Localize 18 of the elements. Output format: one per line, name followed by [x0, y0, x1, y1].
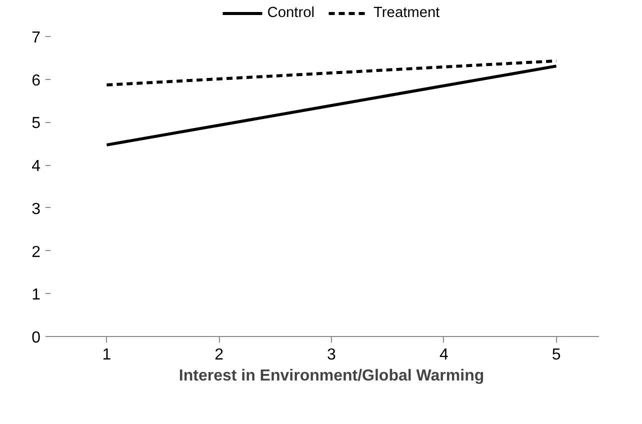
x-tick-label: 3 — [327, 346, 336, 364]
line-series — [105, 59, 558, 86]
y-tick-label: 5 — [32, 115, 41, 132]
y-tick-label: 1 — [32, 286, 41, 304]
y-tick-label: 6 — [32, 72, 41, 90]
y-tick-label: 3 — [32, 200, 41, 218]
x-tick-label: 1 — [102, 346, 112, 364]
legend-label: Control — [267, 5, 314, 21]
y-tick-label: 0 — [32, 330, 41, 346]
x-axis-title: Interest in Environment/Global Warming — [178, 368, 484, 384]
x-tick-label: 4 — [439, 346, 448, 364]
x-tick-label: 5 — [552, 346, 561, 364]
x-tick-label: 2 — [214, 346, 224, 364]
y-tick-label: 2 — [32, 244, 41, 261]
line-series — [105, 64, 558, 146]
legend-label: Treatment — [374, 5, 440, 21]
y-tick-label: 4 — [32, 158, 41, 176]
y-tick-label: 7 — [32, 30, 41, 46]
